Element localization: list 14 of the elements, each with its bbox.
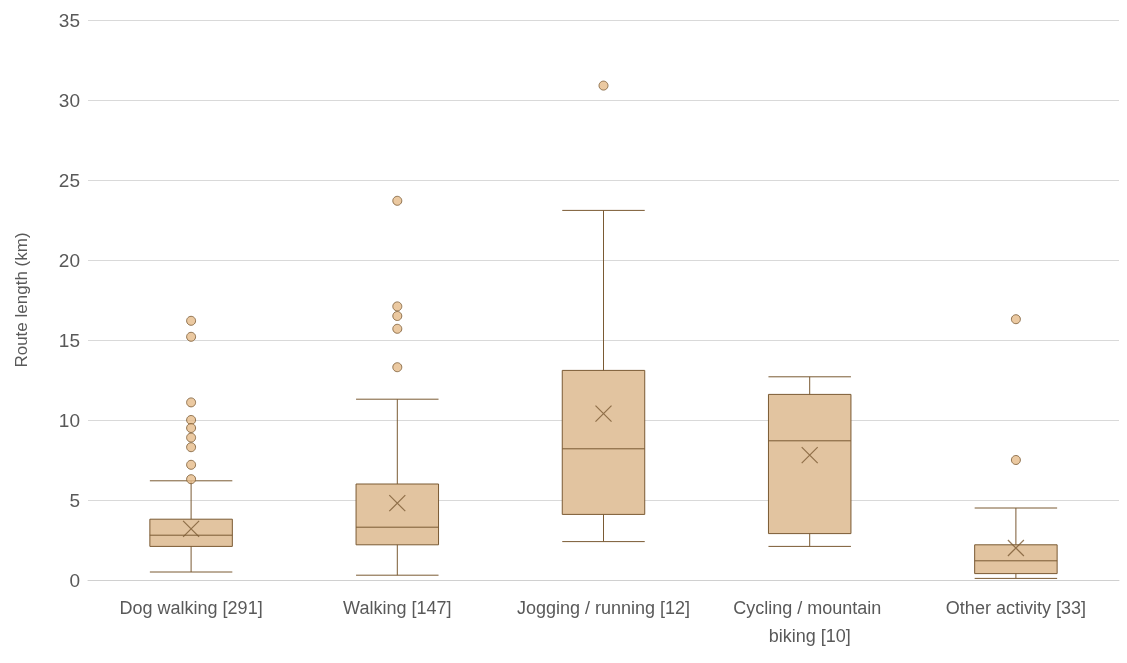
x-tick-label: Other activity [33] (945, 598, 1086, 618)
y-tick-label: 10 (58, 409, 80, 431)
y-tick-label: 20 (58, 249, 80, 271)
y-tick-label: 15 (58, 329, 80, 351)
x-tick-label: Dog walking [291] (119, 598, 263, 618)
y-tick-label: 5 (69, 489, 80, 511)
x-tick-label: Cycling / mountain biking [10] (733, 598, 887, 646)
x-tick-label: Walking [147] (343, 598, 452, 618)
y-tick-label: 25 (58, 169, 80, 191)
y-tick-label: 30 (58, 89, 80, 111)
y-axis-title: Route length (km) (12, 232, 31, 368)
x-tick-label: Jogging / running [12] (516, 598, 691, 618)
y-tick-label: 0 (69, 569, 80, 591)
y-tick-label: 35 (58, 9, 80, 31)
